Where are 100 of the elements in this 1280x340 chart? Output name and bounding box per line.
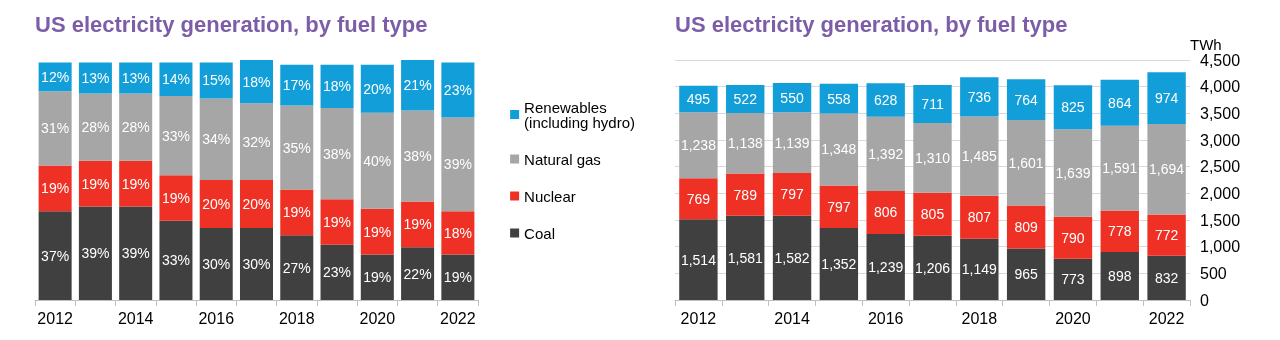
data-label: 39% [121,245,150,262]
bar [866,116,905,191]
bar [819,227,859,300]
chart-title: US electricity generation, by fuel type [675,11,1068,37]
bar [441,62,475,118]
data-label: 1,348 [821,141,857,158]
bar [360,112,394,209]
bar [913,122,952,193]
bar [960,238,999,300]
bar [1053,129,1093,217]
data-label: 20% [363,80,392,97]
data-label: 797 [780,186,804,203]
data-label: 30% [242,256,271,272]
data-label: 1,514 [680,251,717,268]
bar [772,112,812,174]
bar [1147,255,1186,300]
data-label: 39% [443,156,472,173]
data-label: 807 [967,209,992,226]
bar [1053,216,1093,259]
data-label: 27% [282,259,311,276]
data-label: 23% [443,82,472,98]
bar [772,173,812,216]
data-label: 769 [686,190,711,207]
data-label: 21% [403,77,432,94]
y-tick-label: 1,000 [1200,238,1241,256]
legend-label: Natural gas [524,150,601,168]
data-label: 33% [161,127,190,144]
data-label: 31% [41,120,70,137]
x-tick-label: 2018 [961,309,998,327]
legend-label: Renewables (including hydro) [524,98,635,131]
data-label: 19% [403,216,432,233]
data-label: 825 [1061,99,1085,116]
data-label: 20% [202,196,231,212]
bar [679,178,718,220]
bar [679,219,718,300]
data-label: 19% [363,223,392,240]
bar [1100,79,1139,126]
data-label: 965 [1014,266,1039,283]
data-label: 22% [403,265,432,282]
data-label: 13% [121,70,150,86]
bar [866,83,905,117]
data-label: 35% [282,139,311,156]
data-label: 1,485 [961,148,998,165]
data-label: 37% [41,247,70,264]
y-tick-label: 2,500 [1200,158,1241,176]
data-label: 18% [323,78,352,95]
data-label: 14% [161,71,190,88]
bar [159,220,193,300]
data-label: 28% [121,119,150,136]
bar [1006,79,1046,120]
data-label: 19% [443,269,472,286]
chart-title: US electricity generation, by fuel type [35,11,428,37]
data-label: 19% [41,180,70,197]
bar [280,64,314,106]
data-label: 974 [1154,90,1179,107]
bar [1100,125,1139,211]
bar [320,244,354,300]
x-tick-label: 2012 [680,309,717,327]
x-tick-label: 2012 [37,309,74,327]
data-label: 23% [323,264,352,281]
data-label: 1,206 [914,259,951,276]
bar [1100,210,1139,253]
data-label: 809 [1014,218,1039,235]
x-tick-label: 2016 [198,309,235,327]
bar [320,108,354,200]
data-label: 711 [921,95,944,112]
data-label: 1,591 [1102,160,1138,177]
data-label: 736 [967,88,992,105]
data-label: 805 [920,206,945,223]
y-tick-label: 1,500 [1200,211,1241,229]
data-label: 558 [827,90,851,107]
data-label: 764 [1014,91,1039,108]
data-label: 13% [81,70,110,86]
bar [960,195,999,239]
x-tick-label: 2014 [117,309,154,327]
bar [913,192,952,236]
bar [119,93,153,161]
data-label: 550 [780,89,804,106]
data-label: 1,639 [1055,164,1091,181]
y-tick-label: 3,000 [1200,131,1241,149]
data-label: 772 [1154,227,1179,244]
data-label: 15% [202,72,231,89]
x-tick-label: 2022 [1148,309,1185,327]
bar [1053,85,1093,130]
bar [38,91,72,166]
bar [960,116,999,196]
data-label: 19% [363,269,392,286]
legend-label: Nuclear [524,187,576,205]
bar [1006,120,1046,206]
bar [78,206,112,300]
bar [1147,72,1186,125]
bar [1006,248,1046,300]
bar [1006,205,1046,249]
y-tick-label: 0 [1200,291,1209,309]
data-label: 778 [1108,223,1132,240]
data-label: 38% [323,145,352,162]
data-label: 1,352 [821,255,857,272]
bar [199,98,233,180]
bar [441,254,475,300]
bar [239,228,274,300]
